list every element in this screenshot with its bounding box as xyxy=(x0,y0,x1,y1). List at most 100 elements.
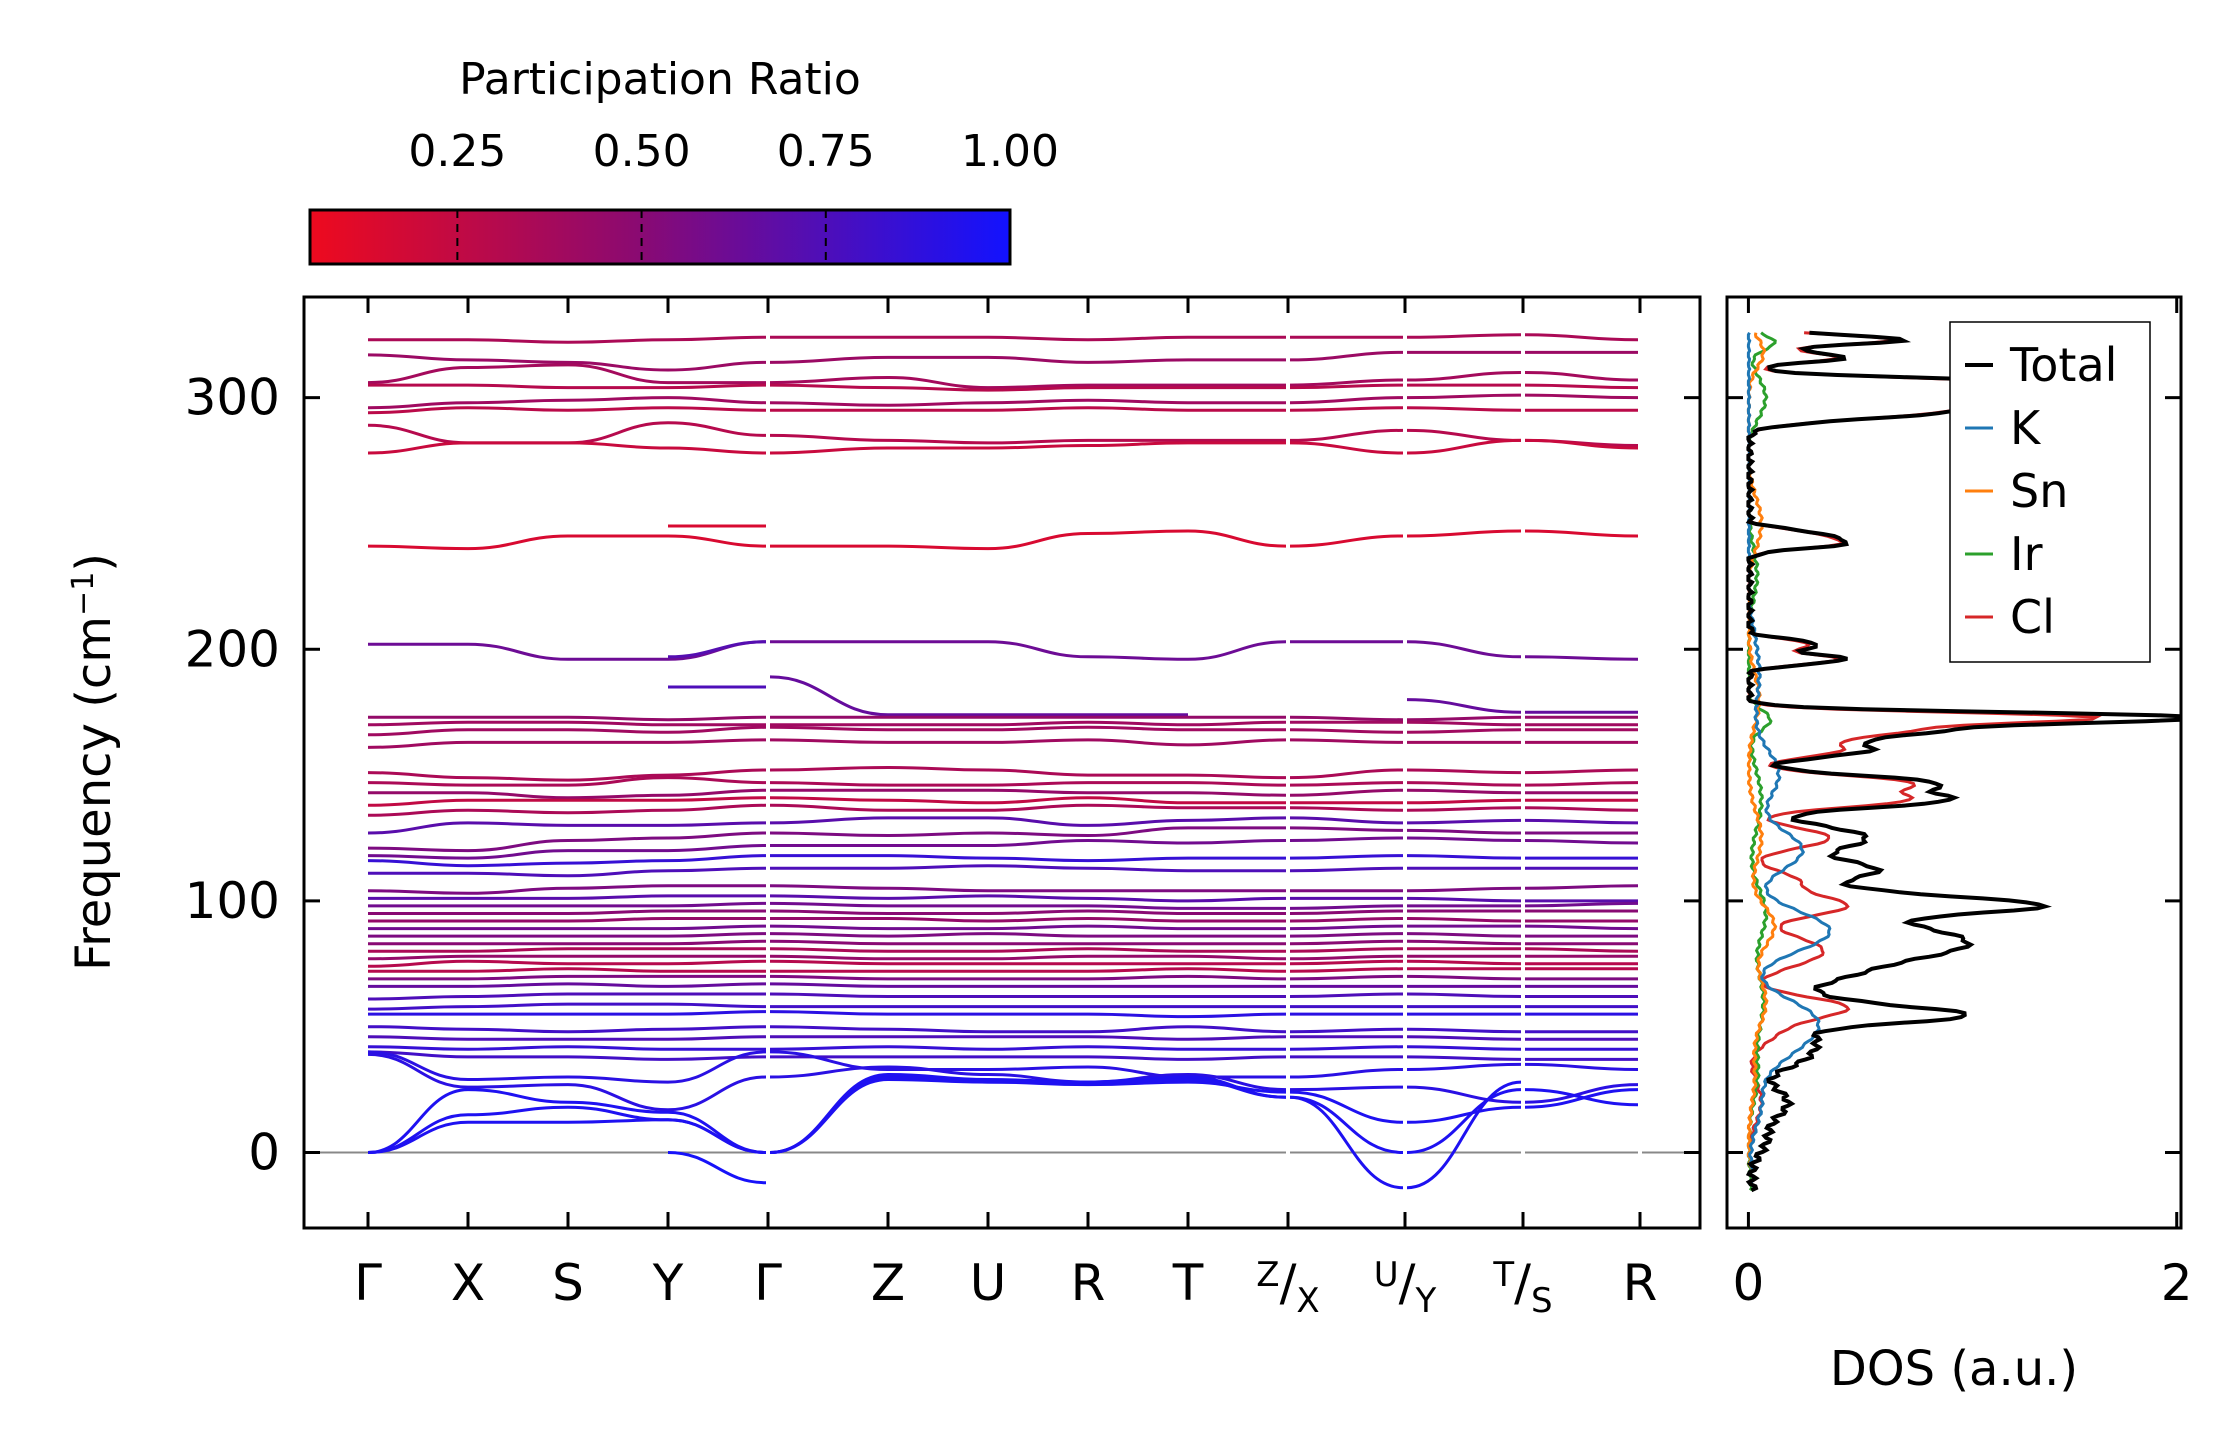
path-break xyxy=(1638,301,1642,1224)
phonon-band xyxy=(367,816,1639,835)
phonon-band xyxy=(368,982,1638,988)
k-point-label: X xyxy=(451,1254,485,1312)
phonon-band xyxy=(367,738,1638,749)
colorbar-tick-label: 0.50 xyxy=(593,126,691,177)
k-point-label: Γ xyxy=(354,1254,382,1312)
phonon-band xyxy=(367,725,1638,737)
colorbar-tick-label: 0.75 xyxy=(777,126,875,177)
k-point-label: Y xyxy=(652,1254,684,1312)
phonon-band xyxy=(367,363,1639,390)
phonon-band xyxy=(367,720,1638,727)
path-break xyxy=(1403,301,1407,1224)
k-point-label: U/Y xyxy=(1374,1254,1437,1321)
colorbar: Participation Ratio 0.25 0.50 0.75 1.00 xyxy=(308,54,1059,266)
phonon-band xyxy=(367,954,1638,961)
phonon-band xyxy=(368,967,1639,973)
frequency-axis-ticks: 0 100 200 300 xyxy=(185,369,1700,1182)
legend-label: Ir xyxy=(2010,527,2043,581)
phonon-band xyxy=(367,766,1639,782)
dos-lines xyxy=(1745,330,2181,1193)
path-break xyxy=(766,301,770,1224)
phonon-band xyxy=(667,640,767,659)
k-point-label: R xyxy=(1071,1254,1106,1312)
phonon-band xyxy=(367,796,1638,807)
phonon-band xyxy=(367,1075,1639,1154)
k-point-label: Γ xyxy=(754,1254,782,1312)
colorbar-tick-label: 0.25 xyxy=(408,126,506,177)
phonon-band xyxy=(367,854,1638,868)
kpath-axis-ticks: Γ X S Y Γ Z U R T Z/X U/Y T/S R xyxy=(354,297,1657,1321)
k-point-label: R xyxy=(1623,1254,1658,1312)
phonon-band xyxy=(367,1035,1638,1041)
phonon-band xyxy=(368,333,1639,344)
band-plot-frame xyxy=(302,295,1702,1230)
k-point-label: U xyxy=(970,1254,1007,1312)
phonon-band xyxy=(367,640,1639,661)
phonon-band xyxy=(367,1045,1638,1051)
phonon-band xyxy=(367,959,1638,968)
phonon-band xyxy=(367,1052,1639,1112)
legend-label: Total xyxy=(2009,338,2117,392)
colorbar-title: Participation Ratio xyxy=(459,54,861,105)
dos-curve-total xyxy=(1745,330,2181,1193)
phonon-band xyxy=(367,529,1639,551)
phonon-band xyxy=(368,383,1639,392)
phonon-band xyxy=(367,924,1639,931)
y-tick-label: 0 xyxy=(248,1124,280,1182)
phonon-band xyxy=(367,836,1639,860)
k-point-label: Z/X xyxy=(1256,1254,1319,1321)
phonon-band xyxy=(367,1078,1522,1190)
path-break xyxy=(1521,301,1525,1224)
legend-label: Sn xyxy=(2010,464,2068,518)
colorbar-ticks: 0.25 0.50 0.75 1.00 xyxy=(408,126,1059,264)
phonon-band xyxy=(367,992,1638,1001)
phonon-band xyxy=(667,1151,767,1185)
phonon-band xyxy=(367,1025,1638,1034)
dos-axis-label: DOS (a.u.) xyxy=(1830,1341,2078,1397)
frequency-axis-label: Frequency (cm−1) xyxy=(66,553,123,971)
band-structure-plot: 0 100 200 300 Γ X S Y Γ Z U R T Z/X U/Y T/S R Frequency… xyxy=(66,295,1702,1321)
phonon-band xyxy=(367,1002,1639,1011)
phonon-band xyxy=(368,947,1639,953)
phonon-band xyxy=(367,909,1638,916)
phonon-band xyxy=(367,776,1639,787)
k-point-label: T xyxy=(1172,1254,1204,1312)
k-point-label: T/S xyxy=(1492,1254,1552,1321)
phonon-band xyxy=(367,884,1639,895)
phonon-band xyxy=(368,894,1638,903)
y-tick-label: 200 xyxy=(185,620,280,678)
dos-x-tick-label: 0 xyxy=(1733,1254,1765,1312)
phonon-band xyxy=(367,350,1638,372)
phonon-band xyxy=(368,932,1638,938)
band-lines xyxy=(367,333,1639,1190)
phonon-band xyxy=(368,939,1638,946)
k-point-label: Z xyxy=(871,1254,905,1312)
phonon-band xyxy=(368,1010,1638,1019)
dos-x-tick-label: 2 xyxy=(2161,1254,2193,1312)
phonon-band xyxy=(367,788,1638,800)
phonon-band xyxy=(367,438,1639,455)
path-break xyxy=(1286,301,1290,1224)
phonon-band xyxy=(367,864,1638,878)
phonon-band xyxy=(367,1050,1638,1061)
legend-label: Cl xyxy=(2010,590,2055,644)
phonon-band xyxy=(368,715,1638,722)
legend-label: K xyxy=(2010,401,2042,455)
dos-plot-frame xyxy=(1725,295,2183,1230)
k-point-label: S xyxy=(552,1254,584,1312)
y-tick-label: 300 xyxy=(185,369,280,427)
phonon-band xyxy=(368,974,1638,981)
colorbar-tick-label: 1.00 xyxy=(961,126,1059,177)
phonon-band xyxy=(368,916,1638,923)
phonon-band xyxy=(367,826,1638,853)
phonon-band xyxy=(769,675,1638,717)
phonon-band xyxy=(367,406,1638,415)
y-tick-label: 100 xyxy=(185,872,280,930)
phonon-band xyxy=(367,393,1639,410)
phonon-band xyxy=(367,803,1639,817)
dos-legend: Total K Sn Ir Cl xyxy=(1949,321,2151,663)
phonon-band xyxy=(368,901,1639,910)
